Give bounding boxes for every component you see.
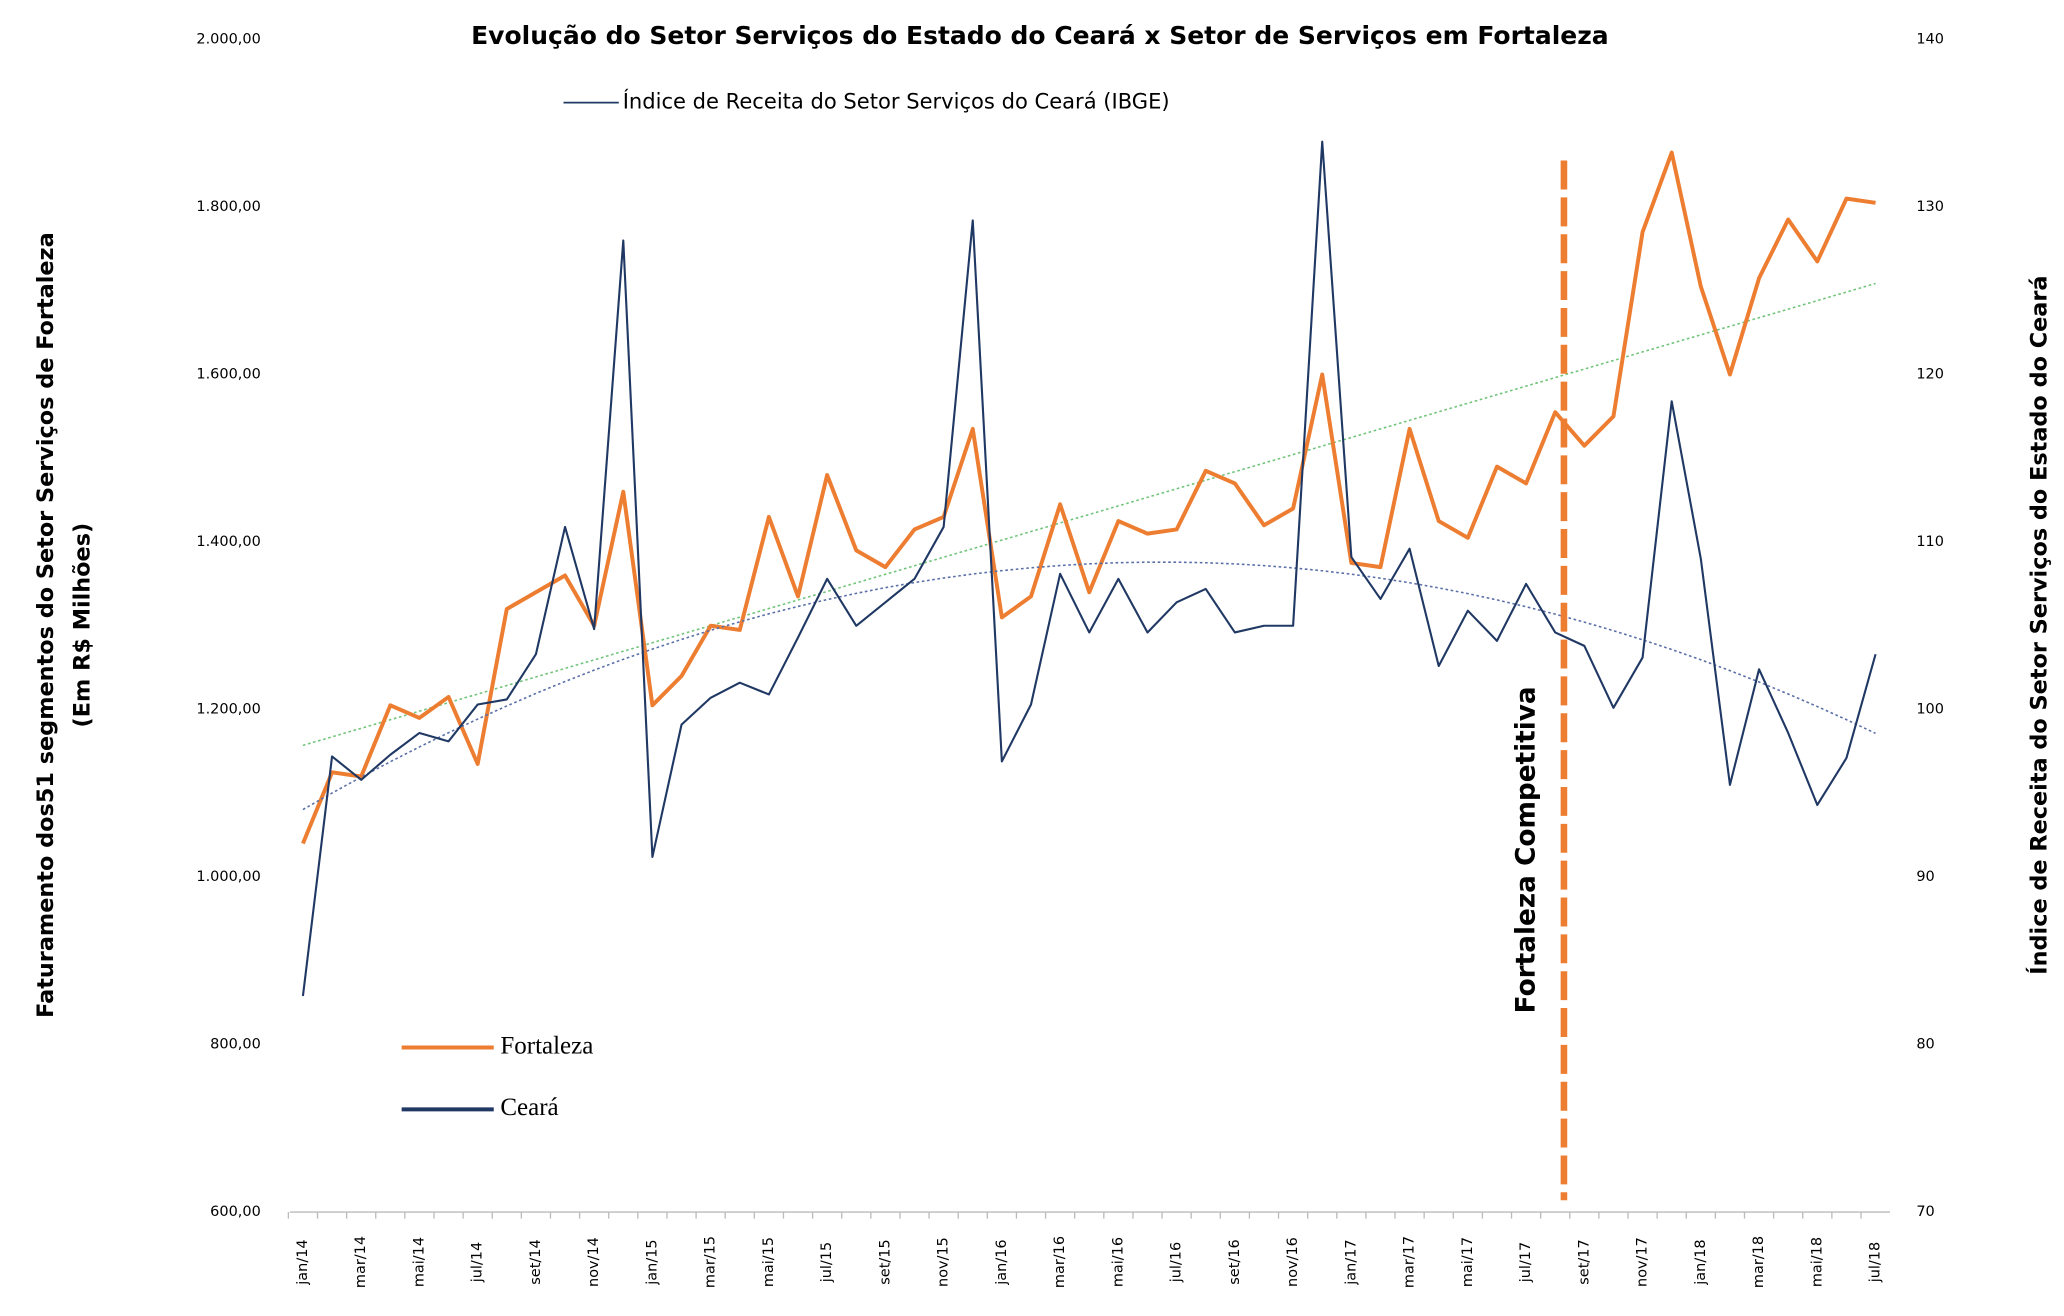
series-line [301,150,1876,845]
y-axis-label: (Em R$ Milhões) [70,523,96,728]
x-tick-label: set/17 [1576,1239,1592,1284]
x-tick-label: mai/15 [761,1237,777,1287]
x-tick-label: nov/16 [1285,1237,1301,1287]
chart-title: Evolução do Setor Serviços do Estado do … [471,21,1609,50]
x-tick-label: mar/14 [353,1236,369,1288]
y2-tick-label: 70 [1916,1204,1934,1220]
x-tick-label: nov/17 [1635,1237,1651,1287]
x-tick-label: mar/18 [1751,1236,1767,1288]
x-tick-label: mar/17 [1402,1236,1418,1288]
x-tick-label: jan/18 [1693,1239,1709,1285]
x-tick-label: jul/17 [1518,1242,1534,1283]
x-tick-label: set/14 [528,1239,544,1284]
annotation-text: Fortaleza Competitiva [1512,686,1542,1013]
x-tick-label: set/16 [1227,1239,1243,1284]
x-tick-label: set/15 [877,1239,893,1284]
legend-label: Fortaleza [500,1032,593,1059]
trend-line [302,561,1876,811]
x-tick-label: mai/16 [1110,1237,1126,1287]
y-tick-label: 800,00 [210,1037,261,1053]
x-tick-label: mai/17 [1460,1237,1476,1287]
x-tick-label: nov/15 [936,1237,952,1287]
x-tick-label: jul/16 [1169,1242,1185,1283]
y-tick-label: 1.400,00 [196,534,260,550]
series-line [301,140,1877,997]
x-tick-label: jan/16 [994,1239,1010,1285]
y-tick-label: 1.800,00 [196,199,260,215]
x-tick-label: jan/15 [644,1239,660,1285]
y-tick-label: 600,00 [210,1204,261,1220]
x-tick-label: mai/14 [411,1237,427,1287]
x-tick-label: jul/15 [819,1242,835,1283]
x-tick-label: mai/18 [1809,1237,1825,1287]
x-tick-label: jan/17 [1343,1239,1359,1285]
x-tick-label: mar/15 [703,1236,719,1288]
y2-tick-label: 110 [1916,534,1944,550]
y2-tick-label: 140 [1916,31,1944,47]
y2-tick-label: 100 [1916,702,1944,718]
y2-tick-label: 120 [1916,366,1944,382]
x-tick-label: jul/14 [470,1242,486,1283]
x-tick-label: jan/14 [295,1239,311,1285]
x-tick-label: mar/16 [1052,1236,1068,1288]
trend-line [302,282,1876,747]
y2-tick-label: 130 [1916,199,1944,215]
y-tick-label: 1.600,00 [196,366,260,382]
y-tick-label: 2.000,00 [196,31,260,47]
legend-note: Índice de Receita do Setor Serviços do C… [623,89,1170,114]
y2-tick-label: 90 [1916,869,1934,885]
y2-axis-label: Índice de Receita do Setor Serviços do E… [2025,275,2053,974]
legend-label: Ceará [500,1094,558,1121]
x-tick-label: jul/18 [1868,1242,1884,1283]
x-tick-label: nov/14 [586,1237,602,1287]
y-tick-label: 1.000,00 [196,869,260,885]
y-tick-label: 1.200,00 [196,702,260,718]
y2-tick-label: 80 [1916,1037,1934,1053]
y-axis-label: Faturamento dos51 segmentos do Setor Ser… [33,232,59,1018]
